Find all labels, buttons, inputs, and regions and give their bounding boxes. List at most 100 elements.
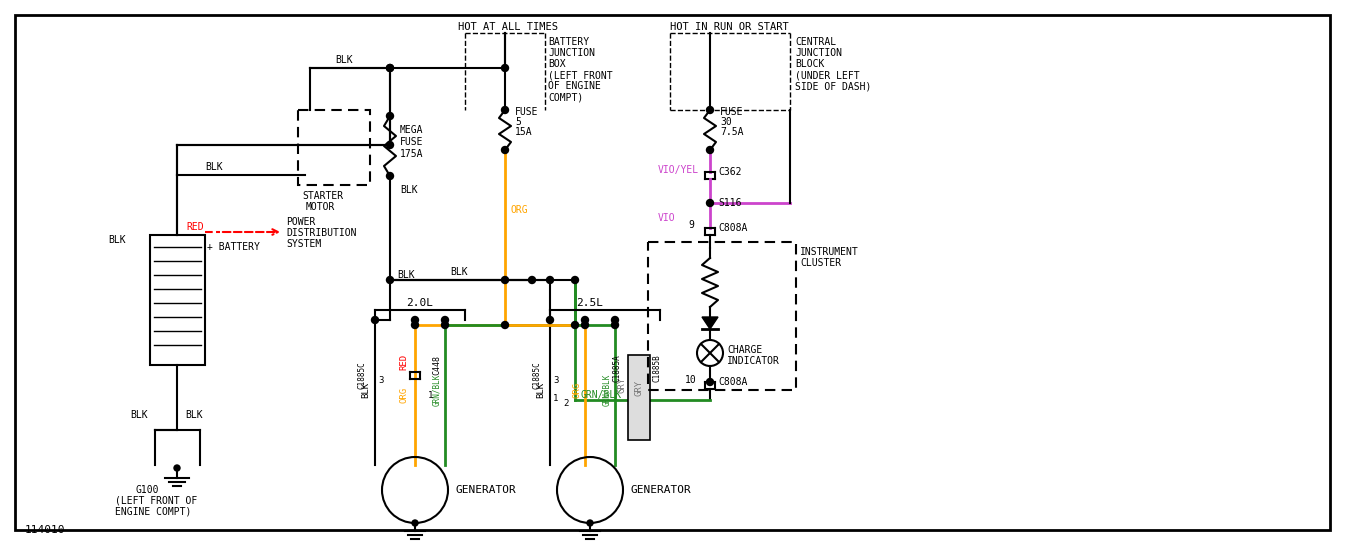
Text: C1885B: C1885B: [653, 354, 661, 382]
Text: FUSE: FUSE: [400, 137, 424, 147]
Text: C448: C448: [432, 355, 441, 375]
Text: 175A: 175A: [400, 149, 424, 159]
Circle shape: [707, 106, 713, 113]
Text: SYSTEM: SYSTEM: [285, 239, 322, 249]
Circle shape: [707, 199, 713, 207]
Text: 1: 1: [553, 393, 559, 403]
Circle shape: [529, 276, 536, 283]
Text: ORG: ORG: [400, 387, 408, 403]
Text: BLK: BLK: [362, 382, 370, 398]
Text: 2.5L: 2.5L: [576, 298, 603, 308]
Text: OF ENGINE: OF ENGINE: [548, 81, 600, 91]
Text: BATTERY: BATTERY: [548, 37, 590, 47]
Text: C1885C: C1885C: [533, 361, 541, 389]
Text: (LEFT FRONT: (LEFT FRONT: [548, 70, 612, 80]
Circle shape: [581, 322, 588, 329]
Circle shape: [386, 142, 393, 148]
Text: 2.0L: 2.0L: [406, 298, 433, 308]
Text: GRY: GRY: [618, 377, 626, 393]
Text: FUSE: FUSE: [720, 107, 743, 117]
Circle shape: [371, 317, 378, 324]
Circle shape: [441, 322, 448, 329]
Text: 5: 5: [516, 117, 521, 127]
Text: GRN/BLK: GRN/BLK: [580, 390, 621, 400]
Bar: [647, 242, 795, 390]
Text: C808A: C808A: [717, 377, 747, 387]
Text: 30: 30: [720, 117, 732, 127]
Circle shape: [502, 106, 509, 113]
Text: COMPT): COMPT): [548, 92, 583, 102]
Circle shape: [572, 322, 579, 329]
Text: ORG: ORG: [572, 382, 581, 398]
Bar: [629, 355, 650, 440]
Circle shape: [502, 64, 509, 71]
Circle shape: [174, 465, 180, 471]
Text: GRY: GRY: [634, 380, 643, 396]
Circle shape: [502, 276, 509, 283]
Text: BLK: BLK: [400, 185, 417, 195]
Circle shape: [502, 147, 509, 154]
Text: VIO/YEL: VIO/YEL: [658, 165, 699, 175]
Text: G100: G100: [135, 485, 159, 495]
Text: ENGINE COMPT): ENGINE COMPT): [114, 506, 191, 516]
Text: DISTRIBUTION: DISTRIBUTION: [285, 228, 357, 238]
Text: GENERATOR: GENERATOR: [630, 485, 690, 495]
Text: BLK: BLK: [397, 270, 415, 280]
Text: BOX: BOX: [548, 59, 565, 69]
Text: INSTRUMENT: INSTRUMENT: [800, 247, 859, 257]
Text: (UNDER LEFT: (UNDER LEFT: [795, 70, 860, 80]
Text: C1885A: C1885A: [612, 354, 622, 382]
Circle shape: [587, 520, 594, 526]
Text: CLUSTER: CLUSTER: [800, 258, 841, 268]
Text: MEGA: MEGA: [400, 125, 424, 135]
Text: C808A: C808A: [717, 223, 747, 233]
Text: + BATTERY: + BATTERY: [207, 242, 260, 252]
Circle shape: [707, 378, 713, 385]
Text: BLOCK: BLOCK: [795, 59, 824, 69]
Bar: [297, 110, 370, 185]
Text: 3: 3: [553, 376, 559, 385]
Text: CENTRAL: CENTRAL: [795, 37, 836, 47]
Text: STARTER: STARTER: [302, 191, 343, 201]
Circle shape: [441, 317, 448, 324]
Text: (LEFT FRONT OF: (LEFT FRONT OF: [114, 495, 198, 505]
Text: VIO: VIO: [658, 213, 676, 223]
Text: CHARGE: CHARGE: [727, 345, 762, 355]
Text: C1885C: C1885C: [358, 361, 366, 389]
Text: BLK: BLK: [205, 162, 222, 172]
Text: SIDE OF DASH): SIDE OF DASH): [795, 81, 871, 91]
Text: FUSE: FUSE: [516, 107, 538, 117]
Text: BLK: BLK: [335, 55, 353, 65]
Text: GRN/BLK: GRN/BLK: [432, 374, 441, 406]
Text: BLK: BLK: [184, 410, 203, 420]
Circle shape: [412, 520, 419, 526]
Circle shape: [611, 322, 619, 329]
Circle shape: [412, 322, 419, 329]
Text: JUNCTION: JUNCTION: [795, 48, 843, 58]
Circle shape: [611, 317, 619, 324]
Circle shape: [707, 147, 713, 154]
Circle shape: [386, 276, 393, 283]
Circle shape: [386, 173, 393, 179]
Circle shape: [546, 317, 553, 324]
Text: 7.5A: 7.5A: [720, 127, 743, 137]
Circle shape: [386, 64, 393, 71]
Text: RED: RED: [400, 354, 408, 370]
Polygon shape: [703, 317, 717, 329]
Circle shape: [572, 276, 579, 283]
Text: BLK: BLK: [108, 235, 125, 245]
Text: S116: S116: [717, 198, 742, 208]
Text: ORG: ORG: [510, 205, 528, 215]
Circle shape: [546, 276, 553, 283]
Text: 114010: 114010: [26, 525, 66, 535]
Circle shape: [502, 322, 509, 329]
Text: JUNCTION: JUNCTION: [548, 48, 595, 58]
Text: HOT AT ALL TIMES: HOT AT ALL TIMES: [458, 22, 559, 32]
Text: BLK: BLK: [131, 410, 148, 420]
Text: 1: 1: [428, 391, 433, 399]
Text: GENERATOR: GENERATOR: [455, 485, 516, 495]
Text: HOT IN RUN OR START: HOT IN RUN OR START: [670, 22, 789, 32]
Text: RED: RED: [186, 222, 203, 232]
Circle shape: [386, 112, 393, 119]
Text: BLK: BLK: [450, 267, 467, 277]
